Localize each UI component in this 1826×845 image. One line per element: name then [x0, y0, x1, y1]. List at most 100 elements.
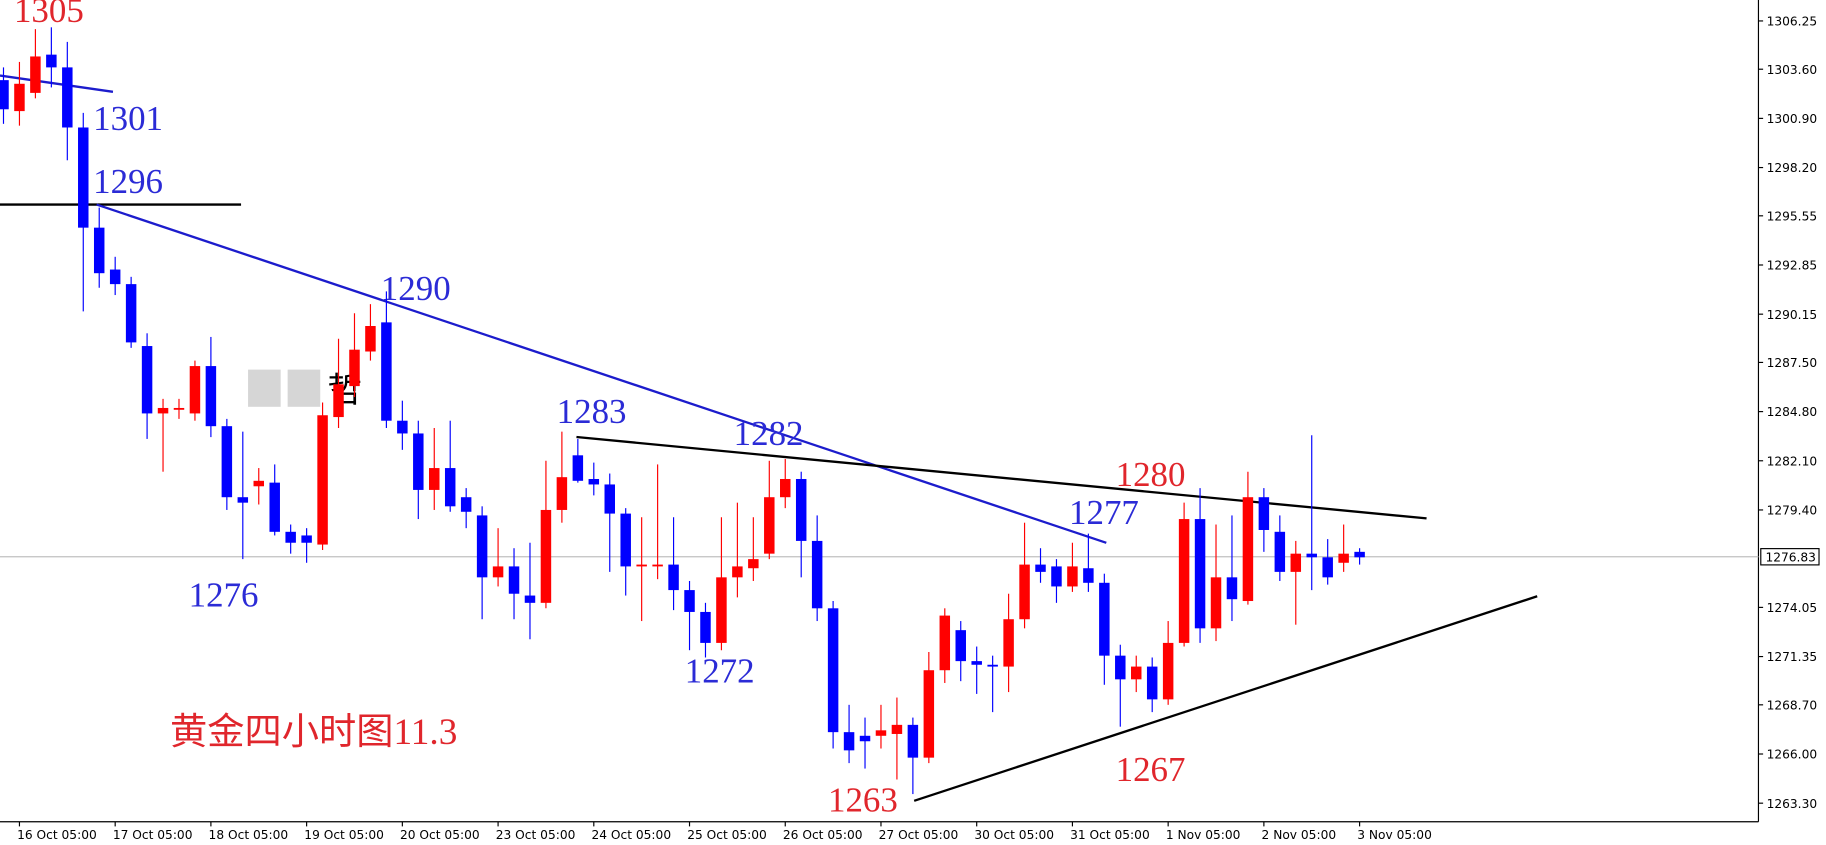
candle-body — [1274, 531, 1286, 572]
candle-body — [1306, 553, 1317, 558]
annotation: 1283 — [557, 392, 627, 431]
candle-body — [46, 54, 57, 68]
candle-body — [859, 735, 871, 742]
annotation: 1276 — [189, 576, 259, 615]
candle-body — [827, 608, 839, 733]
trend-line — [576, 435, 1427, 520]
x-tick-label: 24 Oct 05:00 — [591, 828, 671, 842]
candle-body — [1290, 553, 1302, 572]
candle-body — [811, 540, 823, 609]
candle-body — [524, 595, 536, 603]
candle-body — [939, 615, 951, 671]
candle-body — [748, 559, 759, 569]
current-price-box — [1760, 548, 1820, 566]
annotation: 1272 — [685, 651, 755, 690]
candle-body — [1131, 666, 1142, 680]
candle-body — [285, 531, 296, 543]
y-tick-label: 1300.90 — [1767, 112, 1818, 126]
x-tick-label: 19 Oct 05:00 — [304, 828, 384, 842]
candle-body — [1019, 564, 1030, 620]
candle-body — [1226, 577, 1238, 600]
candle-body — [492, 566, 504, 578]
candle-body — [764, 497, 775, 554]
candle-body — [1067, 566, 1078, 587]
x-tick-label: 27 Oct 05:00 — [879, 828, 959, 842]
candle-body — [572, 455, 584, 481]
candle-body — [62, 67, 73, 128]
candle-body — [1178, 519, 1190, 643]
y-tick-label: 1306.25 — [1767, 15, 1818, 29]
candle-body — [1035, 564, 1046, 572]
candle-body — [795, 478, 807, 541]
candle-body — [205, 366, 217, 427]
candle-body — [93, 227, 105, 274]
candle-body — [700, 611, 711, 643]
candle-body — [1162, 642, 1174, 700]
candle-body — [1210, 577, 1222, 629]
candle-body — [923, 670, 935, 758]
candle-body — [556, 477, 568, 510]
candle-body — [1099, 582, 1110, 656]
candle-body — [221, 426, 233, 498]
candle-body — [476, 515, 488, 578]
annotation: 1263 — [828, 780, 898, 819]
candle-body — [1194, 519, 1206, 629]
y-tick-label: 1303.60 — [1767, 63, 1818, 77]
x-tick-label: 18 Oct 05:00 — [209, 828, 289, 842]
x-tick-label: 1 Nov 05:00 — [1166, 828, 1241, 842]
candles — [0, 27, 1365, 795]
x-tick-label: 30 Oct 05:00 — [974, 828, 1054, 842]
candle-body — [1051, 566, 1062, 587]
candle-body — [397, 420, 408, 434]
candle-body — [157, 407, 169, 414]
y-tick-label: 1292.85 — [1767, 259, 1818, 273]
x-tick-label: 31 Oct 05:00 — [1070, 828, 1150, 842]
x-tick-label: 2 Nov 05:00 — [1262, 828, 1337, 842]
annotation: 1280 — [1116, 455, 1186, 494]
candle-body — [460, 497, 472, 512]
candle-body — [620, 513, 631, 567]
candle-body — [891, 724, 903, 734]
blur-block — [287, 369, 321, 407]
y-tick-label: 1266.00 — [1767, 748, 1818, 762]
y-tick-label: 1279.40 — [1767, 504, 1818, 518]
candle-body — [907, 724, 919, 758]
candle-body — [237, 497, 249, 503]
y-tick-label: 1298.20 — [1767, 161, 1818, 175]
y-tick-label: 1268.70 — [1767, 698, 1818, 712]
candle-body — [0, 80, 9, 110]
x-tick-label: 23 Oct 05:00 — [496, 828, 576, 842]
trend-line — [913, 595, 1538, 802]
y-tick-label: 1290.15 — [1767, 308, 1818, 322]
annotation: 1277 — [1069, 493, 1139, 532]
candle-body — [636, 564, 647, 567]
annotations: 1305 1301 1296 1290 1283 1282 1277 1280 … — [14, 0, 1186, 819]
candle-body — [652, 564, 663, 567]
candle-body — [173, 407, 185, 410]
candle-body — [301, 535, 312, 543]
candle-body — [1115, 655, 1126, 680]
candle-body — [1083, 568, 1094, 583]
candle-body — [14, 83, 25, 112]
x-tick-label: 17 Oct 05:00 — [113, 828, 193, 842]
trend-lines — [0, 74, 1538, 802]
y-tick-label: 1287.50 — [1767, 356, 1818, 370]
candle-body — [971, 661, 982, 665]
y-tick-label: 1263.30 — [1767, 797, 1818, 811]
candle-body — [955, 630, 966, 662]
candle-body — [141, 346, 153, 414]
candle-body — [843, 732, 855, 751]
y-tick-label: 1295.55 — [1767, 209, 1818, 223]
candle-body — [333, 384, 344, 418]
candle-body — [1003, 619, 1014, 667]
candle-body — [189, 366, 201, 414]
candle-body — [540, 509, 552, 603]
candle-body — [1242, 497, 1254, 602]
candle-body — [588, 478, 600, 485]
annotation: 1301 — [93, 99, 163, 138]
candle-body — [444, 468, 456, 507]
y-tick-label: 1274.05 — [1767, 601, 1818, 615]
watermark: 哲 — [248, 369, 362, 411]
